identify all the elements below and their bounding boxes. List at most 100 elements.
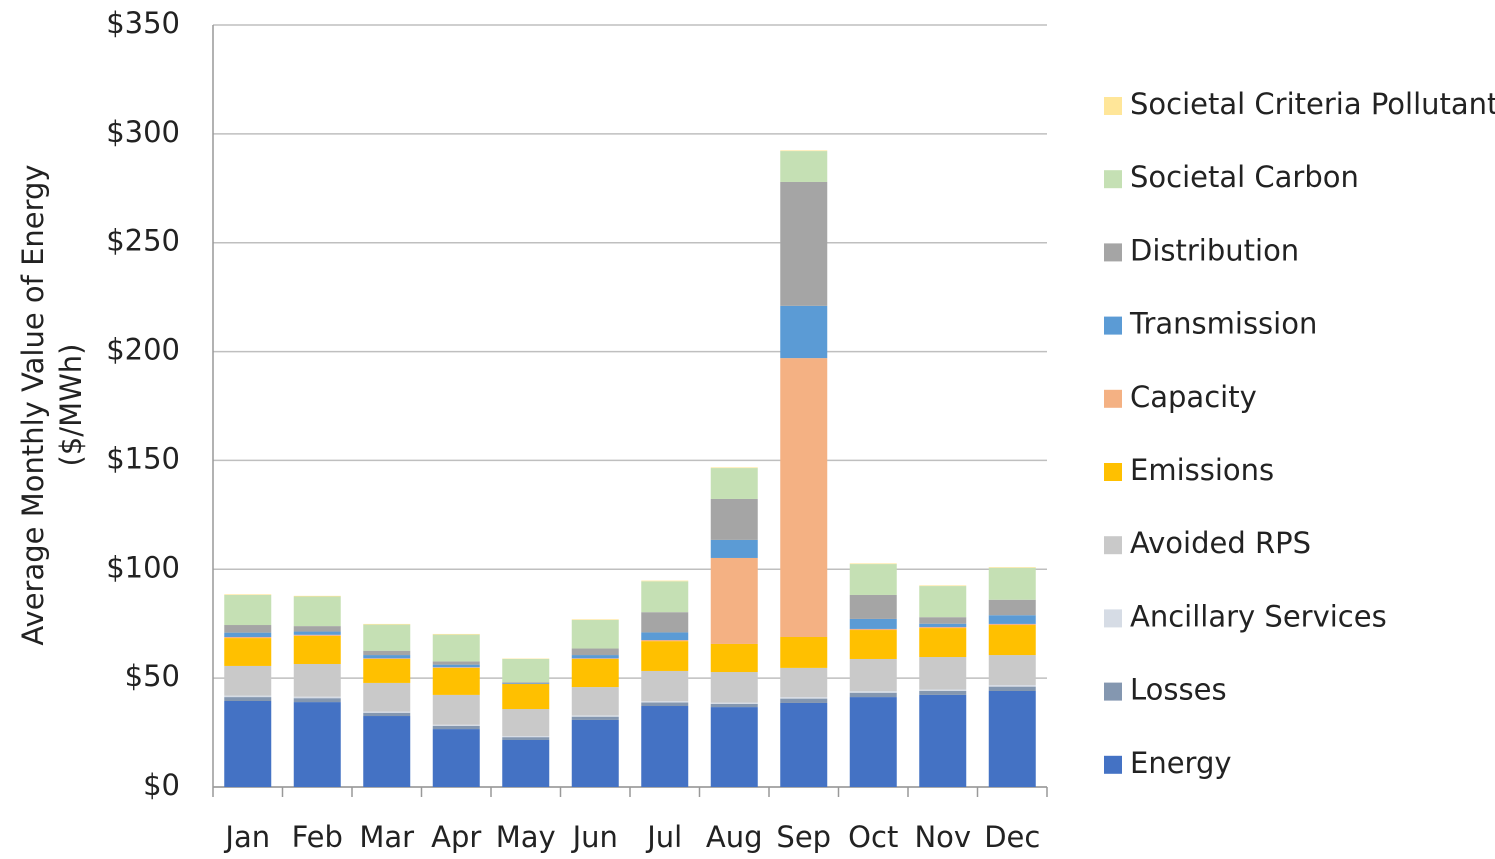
bar-segment bbox=[571, 719, 619, 787]
legend-label: Distribution bbox=[1130, 233, 1299, 267]
legend-swatch bbox=[1104, 536, 1122, 555]
bar-segment bbox=[571, 620, 619, 649]
bar-segment bbox=[849, 630, 897, 659]
bar-segment bbox=[710, 539, 758, 558]
bar-segment bbox=[988, 567, 1036, 568]
legend-swatch bbox=[1104, 609, 1122, 628]
bar-segment bbox=[988, 599, 1036, 616]
bar-segment bbox=[363, 658, 411, 683]
bar-segment bbox=[363, 711, 411, 713]
bar-segment bbox=[849, 658, 897, 692]
bar-segment bbox=[780, 305, 828, 359]
bar-segment bbox=[224, 636, 272, 639]
bar-segment bbox=[988, 625, 1036, 656]
bar-segment bbox=[849, 691, 897, 693]
bar-segment bbox=[363, 712, 411, 717]
bar-segment bbox=[224, 594, 272, 595]
bar-segment bbox=[293, 702, 341, 787]
bar-segment bbox=[502, 709, 550, 737]
y-tick-label: $250 bbox=[106, 224, 180, 258]
bar-segment bbox=[502, 737, 550, 740]
bar-segment bbox=[293, 698, 341, 703]
bar-segment bbox=[502, 684, 550, 710]
bar-segment bbox=[919, 689, 967, 691]
bar-segment bbox=[849, 564, 897, 595]
bar-segment bbox=[432, 725, 480, 730]
bar-segment bbox=[502, 736, 550, 738]
bar-segment bbox=[919, 617, 967, 624]
bar-segment bbox=[988, 615, 1036, 624]
bar-segment bbox=[710, 672, 758, 703]
y-tick-label: $200 bbox=[106, 333, 180, 367]
bar-segment bbox=[432, 667, 480, 695]
x-tick-label: Jan bbox=[223, 820, 270, 854]
bar-segment bbox=[849, 594, 897, 619]
x-tick-label: Jun bbox=[571, 820, 618, 854]
bar-segment bbox=[641, 580, 689, 582]
legend-label: Emissions bbox=[1130, 453, 1274, 487]
bar-segment bbox=[849, 618, 897, 629]
y-tick-label: $100 bbox=[106, 550, 180, 584]
x-tick-label: Nov bbox=[914, 820, 971, 854]
bar-segment bbox=[363, 623, 411, 625]
bar-segment bbox=[849, 628, 897, 631]
legend-swatch bbox=[1104, 316, 1122, 335]
bar-segment bbox=[224, 701, 272, 787]
y-tick-label: $350 bbox=[106, 6, 180, 40]
bar-segment bbox=[224, 594, 272, 626]
bar-segment bbox=[363, 655, 411, 659]
bar-segment bbox=[641, 612, 689, 633]
bar-segment bbox=[224, 665, 272, 696]
bar-segment bbox=[780, 698, 828, 703]
bar-segment bbox=[780, 150, 828, 152]
legend-swatch bbox=[1104, 755, 1122, 774]
legend-label: Transmission bbox=[1129, 307, 1317, 341]
y-tick-label: $150 bbox=[106, 441, 180, 475]
x-tick-label: Sep bbox=[776, 820, 831, 854]
bar-segment bbox=[641, 641, 689, 671]
bar-segment bbox=[919, 657, 967, 690]
bar-segment bbox=[988, 623, 1036, 626]
bar-segment bbox=[710, 498, 758, 540]
x-tick-label: May bbox=[496, 820, 556, 854]
bar-segment bbox=[780, 702, 828, 787]
legend-swatch bbox=[1104, 170, 1122, 189]
bar-segment bbox=[780, 636, 828, 668]
bar-segment bbox=[363, 716, 411, 787]
bar-segment bbox=[571, 619, 619, 621]
bar-segment bbox=[293, 634, 341, 636]
x-tick-label: Jul bbox=[645, 820, 682, 854]
y-axis-title-line: Average Monthly Value of Energy bbox=[16, 164, 50, 645]
bar-segment bbox=[363, 650, 411, 656]
bar-segment bbox=[919, 626, 967, 629]
bar-segment bbox=[293, 631, 341, 635]
bar-segment bbox=[432, 724, 480, 726]
bar-segment bbox=[571, 648, 619, 656]
legend-swatch bbox=[1104, 682, 1122, 701]
x-tick-label: Dec bbox=[984, 820, 1040, 854]
bar-segment bbox=[780, 181, 828, 306]
bar-segment bbox=[502, 658, 550, 683]
bar-segment bbox=[919, 585, 967, 587]
bar-segment bbox=[432, 729, 480, 787]
bar-segment bbox=[224, 695, 272, 698]
bar-segment bbox=[432, 661, 480, 665]
y-axis-title: Average Monthly Value of Energy ($/MWh) bbox=[16, 164, 88, 645]
bar-segment bbox=[432, 634, 480, 662]
bar-segment bbox=[710, 707, 758, 787]
bar-segment bbox=[641, 701, 689, 703]
bar-segment bbox=[502, 739, 550, 787]
bar-segment bbox=[780, 151, 828, 182]
bar-segment bbox=[293, 595, 341, 597]
bar-segment bbox=[224, 697, 272, 702]
legend-swatch bbox=[1104, 389, 1122, 408]
y-tick-label: $50 bbox=[125, 659, 180, 693]
bar-segment bbox=[641, 702, 689, 707]
bar-segment bbox=[641, 632, 689, 641]
bar-segment bbox=[571, 715, 619, 717]
bar-segment bbox=[502, 682, 550, 684]
bar-segment bbox=[919, 690, 967, 695]
y-axis-title-line: ($/MWh) bbox=[54, 344, 88, 467]
bar-segment bbox=[293, 635, 341, 664]
